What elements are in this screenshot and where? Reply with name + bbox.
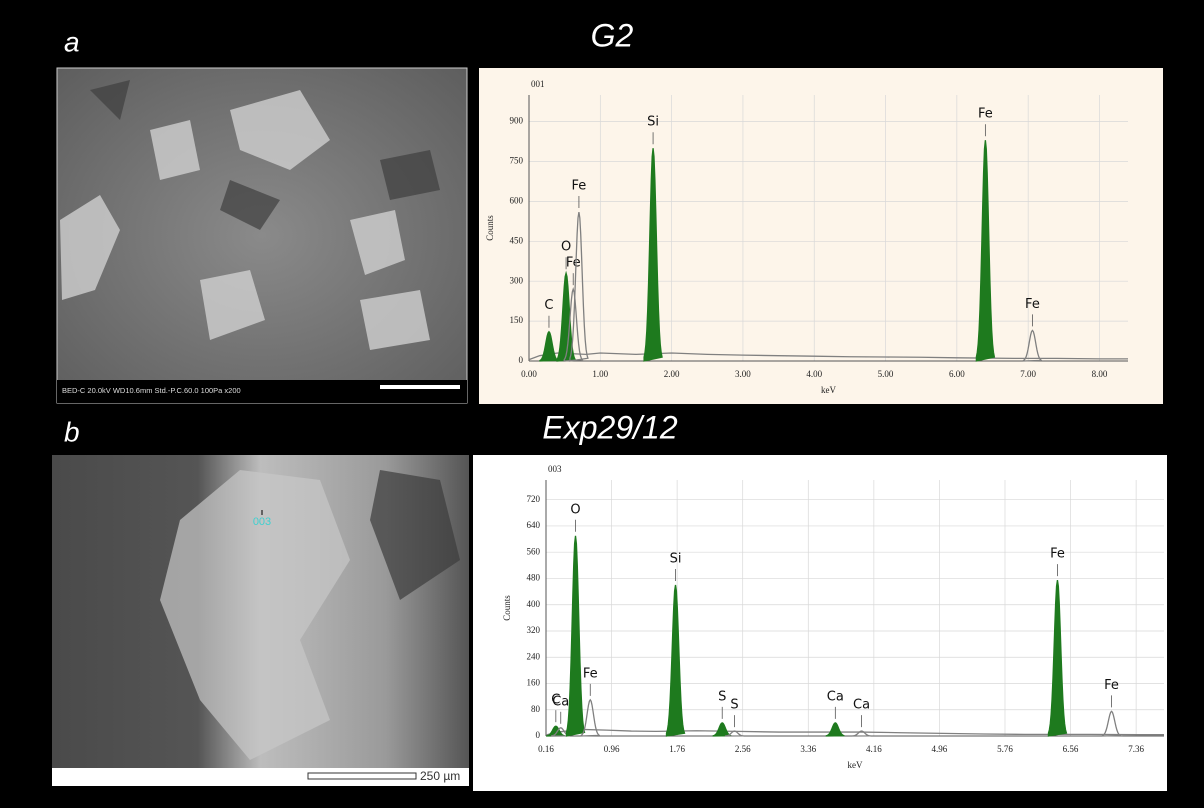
- scale-label: 250 µm: [420, 769, 460, 783]
- x-tick-label: 1.76: [669, 744, 685, 754]
- y-tick-label: 750: [510, 156, 524, 166]
- spectrum-tag: 003: [548, 464, 562, 474]
- spectrum-tag: 001: [531, 79, 545, 89]
- y-tick-label: 640: [527, 520, 541, 530]
- x-tick-label: 0.16: [538, 744, 554, 754]
- y-tick-label: 600: [510, 195, 524, 205]
- x-tick-label: 8.00: [1092, 369, 1108, 379]
- y-tick-label: 80: [531, 704, 541, 714]
- peak-label: Ca: [552, 694, 569, 709]
- y-tick-label: 720: [527, 494, 541, 504]
- x-tick-label: 4.00: [806, 369, 822, 379]
- y-tick-label: 320: [527, 625, 541, 635]
- y-tick-label: 160: [527, 678, 541, 688]
- y-tick-label: 300: [510, 275, 524, 285]
- peak-label: Fe: [583, 666, 598, 681]
- x-tick-label: 0.96: [604, 744, 620, 754]
- peak-label: Fe: [978, 107, 993, 122]
- x-axis-label: keV: [821, 385, 836, 395]
- x-tick-label: 4.96: [932, 744, 948, 754]
- x-tick-label: 6.00: [949, 369, 965, 379]
- x-tick-label: 2.56: [735, 744, 751, 754]
- x-tick-label: 5.76: [997, 744, 1013, 754]
- y-tick-label: 240: [527, 651, 541, 661]
- x-tick-label: 1.00: [592, 369, 608, 379]
- y-tick-label: 450: [510, 235, 524, 245]
- peak-label: Si: [670, 552, 682, 567]
- peak-label: S: [718, 689, 726, 704]
- peak-label: Fe: [1050, 547, 1065, 562]
- panel-letter: a: [64, 26, 80, 57]
- peak-label: Fe: [1104, 678, 1119, 693]
- x-tick-label: 6.56: [1063, 744, 1079, 754]
- peak-label: O: [570, 502, 580, 517]
- panel-title: G2: [591, 17, 634, 53]
- sem-image-b: 250 µm 003: [52, 455, 469, 786]
- peak-label: Fe: [566, 256, 581, 271]
- figure: a G2 b Exp29/12 BED-C 20.0kV WD10.6mm St…: [0, 0, 1204, 808]
- peak-label: S: [730, 698, 738, 713]
- peak-label: O: [561, 240, 571, 255]
- x-tick-label: 7.00: [1020, 369, 1036, 379]
- point-label: 003: [253, 516, 271, 528]
- y-tick-label: 400: [527, 599, 541, 609]
- y-tick-label: 900: [510, 116, 524, 126]
- x-tick-label: 3.00: [735, 369, 751, 379]
- x-tick-label: 5.00: [878, 369, 894, 379]
- peak-label: Ca: [827, 689, 844, 704]
- peak-label: C: [544, 298, 553, 313]
- y-tick-label: 480: [527, 573, 541, 583]
- x-tick-label: 7.36: [1128, 744, 1144, 754]
- peak-label: Ca: [853, 698, 870, 713]
- x-tick-label: 0.00: [521, 369, 537, 379]
- y-axis-label: Counts: [485, 215, 495, 241]
- peak-label: Si: [647, 115, 659, 130]
- sem-image-a: BED-C 20.0kV WD10.6mm Std.-P.C.60.0 100P…: [57, 68, 467, 403]
- y-tick-label: 560: [527, 546, 541, 556]
- panel-title: Exp29/12: [542, 409, 677, 445]
- y-tick-label: 150: [510, 315, 524, 325]
- panel-letter: b: [64, 416, 80, 447]
- peak-label: Fe: [1025, 297, 1040, 312]
- x-tick-label: 3.36: [800, 744, 816, 754]
- y-tick-label: 0: [536, 730, 541, 740]
- peak-label: Fe: [572, 179, 587, 194]
- y-tick-label: 0: [519, 355, 524, 365]
- y-axis-label: Counts: [502, 595, 512, 621]
- image-caption: BED-C 20.0kV WD10.6mm Std.-P.C.60.0 100P…: [62, 386, 241, 395]
- x-tick-label: 2.00: [664, 369, 680, 379]
- x-tick-label: 4.16: [866, 744, 882, 754]
- x-axis-label: keV: [848, 760, 863, 770]
